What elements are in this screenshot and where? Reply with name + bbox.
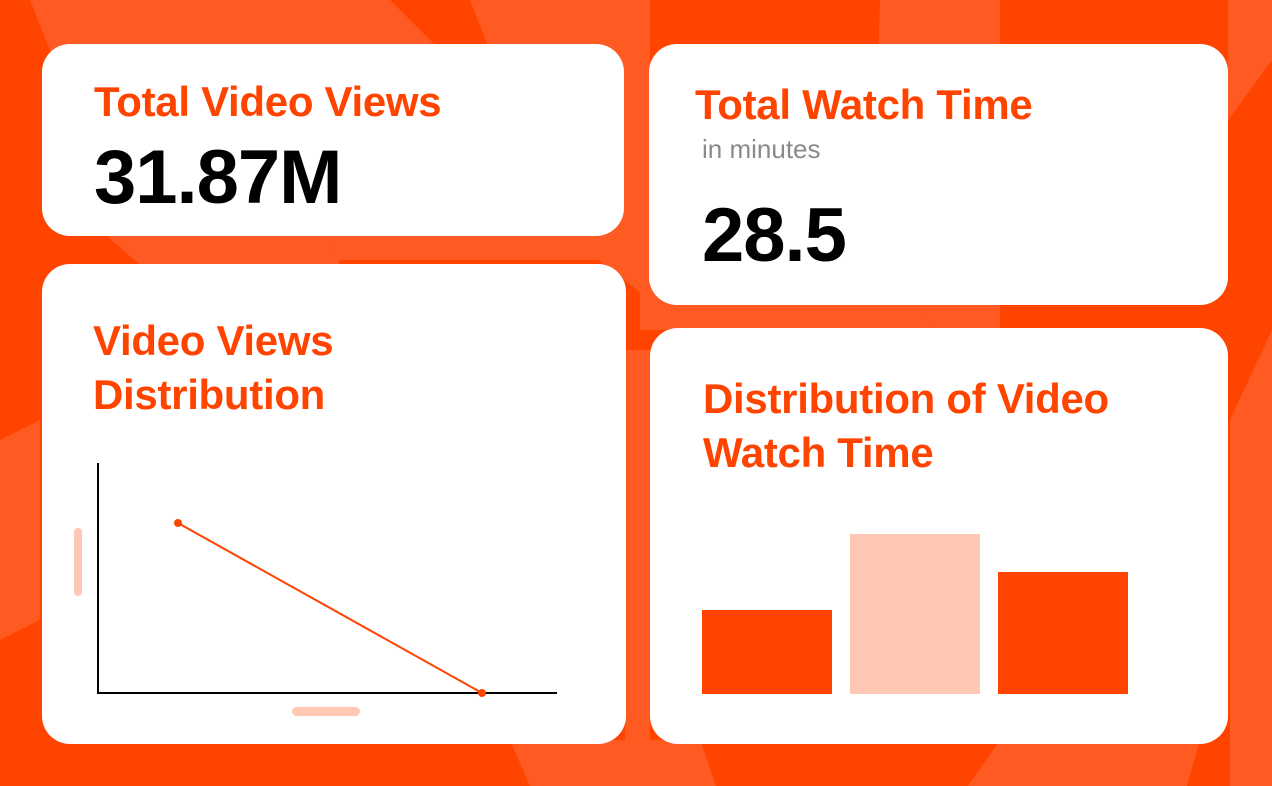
total-video-views-title: Total Video Views — [94, 78, 442, 125]
total-watch-time-value: 28.5 — [702, 193, 847, 278]
data-point-2 — [478, 689, 486, 697]
total-video-views-card: Total Video Views 31.87M — [42, 44, 624, 236]
total-watch-time-title: Total Watch Time — [695, 81, 1033, 128]
bar-1 — [702, 610, 832, 694]
y-axis-label-placeholder — [74, 528, 82, 596]
bar-3 — [998, 572, 1128, 694]
title-line-2: Distribution — [93, 371, 326, 418]
total-watch-time-subtitle: in minutes — [702, 134, 821, 164]
data-point-1 — [174, 519, 182, 527]
title-line-1: Video Views — [93, 317, 334, 364]
video-views-distribution-card: Video Views Distribution — [42, 264, 626, 744]
watch-time-distribution-title: Distribution of Video Watch Time — [703, 372, 1109, 480]
title-line-1: Distribution of Video — [703, 375, 1109, 422]
bar-2 — [850, 534, 980, 694]
watch-time-distribution-card: Distribution of Video Watch Time — [650, 328, 1228, 744]
video-views-distribution-title: Video Views Distribution — [93, 314, 334, 422]
bars-group — [702, 534, 1128, 694]
series-line — [177, 522, 483, 694]
total-watch-time-card: Total Watch Time in minutes 28.5 — [649, 44, 1228, 305]
total-video-views-value: 31.87M — [94, 135, 342, 220]
x-axis-label-placeholder — [292, 707, 360, 716]
bar-chart — [702, 534, 1128, 694]
title-line-2: Watch Time — [703, 429, 934, 476]
line-chart — [74, 463, 557, 716]
